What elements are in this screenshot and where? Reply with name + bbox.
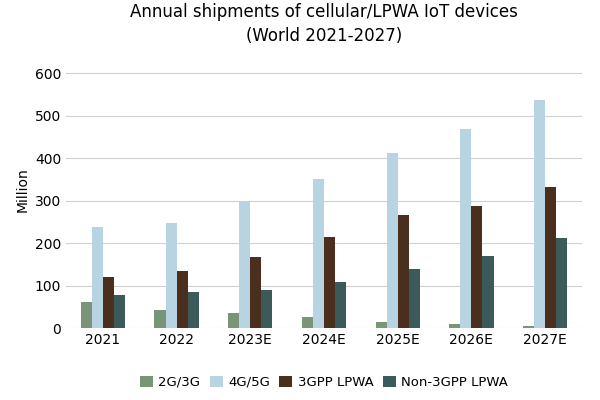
- Bar: [523, 326, 534, 328]
- Bar: [460, 129, 472, 328]
- Bar: [262, 290, 272, 328]
- Bar: [166, 223, 176, 328]
- Legend: 2G/3G, 4G/5G, 3GPP LPWA, Non-3GPP LPWA: 2G/3G, 4G/5G, 3GPP LPWA, Non-3GPP LPWA: [134, 370, 514, 394]
- Bar: [228, 313, 239, 328]
- Bar: [534, 100, 545, 328]
- Bar: [250, 257, 262, 328]
- Bar: [472, 206, 482, 328]
- Bar: [386, 153, 398, 328]
- Bar: [556, 238, 567, 328]
- Bar: [188, 292, 199, 328]
- Title: Annual shipments of cellular/LPWA IoT devices
(World 2021-2027): Annual shipments of cellular/LPWA IoT de…: [130, 3, 518, 45]
- Bar: [302, 316, 313, 328]
- Bar: [376, 322, 386, 328]
- Bar: [313, 178, 324, 328]
- Bar: [81, 302, 92, 328]
- Bar: [103, 277, 114, 328]
- Bar: [176, 271, 188, 328]
- Bar: [449, 324, 460, 328]
- Bar: [92, 227, 103, 328]
- Bar: [335, 282, 346, 328]
- Bar: [409, 270, 420, 328]
- Bar: [482, 256, 494, 328]
- Bar: [545, 187, 556, 328]
- Bar: [324, 237, 335, 328]
- Bar: [398, 216, 409, 328]
- Y-axis label: Million: Million: [15, 168, 29, 212]
- Bar: [239, 202, 250, 328]
- Bar: [114, 295, 125, 328]
- Bar: [154, 310, 166, 328]
